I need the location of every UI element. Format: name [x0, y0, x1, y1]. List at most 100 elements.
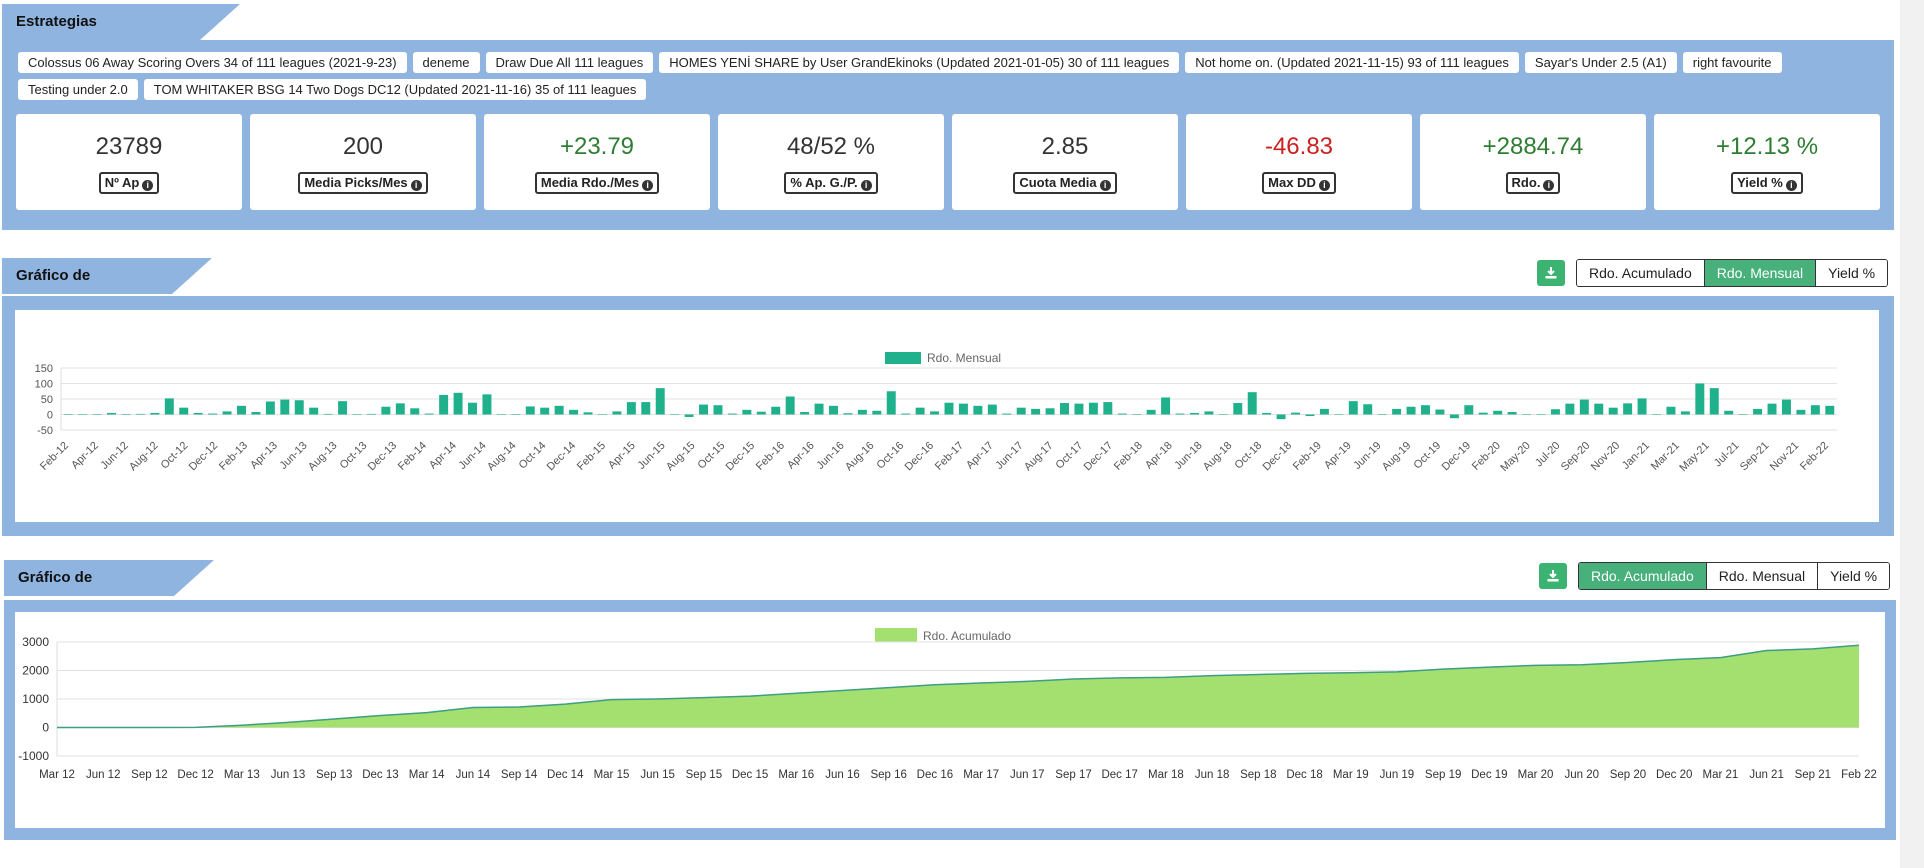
bar[interactable]: [453, 392, 463, 415]
bar[interactable]: [150, 412, 160, 415]
info-icon[interactable]: i: [1785, 180, 1797, 191]
bar[interactable]: [309, 407, 319, 415]
bar[interactable]: [1103, 402, 1113, 415]
bar[interactable]: [164, 398, 174, 415]
bar[interactable]: [1406, 406, 1416, 415]
stat-label[interactable]: Cuota Media i: [1013, 172, 1117, 194]
bar[interactable]: [829, 405, 838, 415]
bar[interactable]: [1117, 413, 1127, 415]
bar[interactable]: [410, 408, 420, 415]
bar[interactable]: [251, 412, 261, 415]
bar[interactable]: [1377, 414, 1387, 416]
bar[interactable]: [1781, 399, 1791, 415]
bar[interactable]: [713, 405, 723, 415]
bar[interactable]: [511, 414, 521, 416]
bar[interactable]: [1680, 411, 1690, 415]
bar[interactable]: [395, 403, 405, 415]
bar[interactable]: [496, 414, 506, 415]
bar[interactable]: [958, 403, 968, 415]
bar[interactable]: [1204, 411, 1214, 415]
bar[interactable]: [280, 399, 290, 415]
bar[interactable]: [1319, 408, 1329, 415]
stat-label[interactable]: Yield % i: [1731, 172, 1803, 194]
bar[interactable]: [857, 409, 867, 415]
bar[interactable]: [901, 413, 911, 415]
bar[interactable]: [843, 413, 853, 415]
bar[interactable]: [1623, 403, 1633, 415]
bar[interactable]: [1550, 409, 1560, 415]
bar[interactable]: [1060, 403, 1069, 415]
bar[interactable]: [1666, 406, 1676, 415]
stat-label[interactable]: Nº Ap i: [98, 172, 160, 194]
bar[interactable]: [1262, 412, 1272, 415]
bar[interactable]: [468, 402, 477, 415]
stat-label[interactable]: Media Picks/Mes i: [298, 172, 428, 194]
bar[interactable]: [756, 411, 766, 415]
bar[interactable]: [1637, 398, 1647, 415]
bar[interactable]: [1464, 405, 1474, 415]
bar[interactable]: [973, 405, 983, 415]
info-icon[interactable]: i: [860, 180, 872, 191]
stat-label[interactable]: Rdo. i: [1505, 172, 1561, 194]
bar[interactable]: [1825, 405, 1835, 415]
bar[interactable]: [612, 411, 622, 415]
bar[interactable]: [1218, 414, 1228, 416]
chart-mode-button[interactable]: Rdo. Acumulado: [1577, 260, 1704, 286]
bar[interactable]: [222, 411, 232, 415]
chart-legend[interactable]: Rdo. Mensual: [885, 351, 1001, 365]
info-icon[interactable]: i: [642, 180, 654, 191]
bar[interactable]: [78, 414, 88, 416]
bar[interactable]: [1175, 413, 1185, 415]
chart-mode-button[interactable]: Yield %: [1817, 563, 1890, 589]
stat-label[interactable]: % Ap. G./P. i: [784, 172, 878, 194]
chart-mode-button[interactable]: Rdo. Mensual: [1703, 260, 1816, 286]
bar[interactable]: [1695, 383, 1705, 415]
bar[interactable]: [366, 413, 376, 415]
bar[interactable]: [554, 405, 564, 415]
bar[interactable]: [1247, 392, 1257, 415]
bar[interactable]: [1507, 412, 1517, 415]
bar[interactable]: [1767, 403, 1777, 415]
bar[interactable]: [237, 405, 246, 415]
bar[interactable]: [1536, 414, 1546, 416]
bar[interactable]: [1146, 409, 1156, 415]
bar[interactable]: [208, 413, 218, 415]
bar[interactable]: [814, 403, 824, 415]
bar[interactable]: [1738, 414, 1748, 416]
bar[interactable]: [179, 407, 189, 415]
bar[interactable]: [352, 414, 362, 416]
bar[interactable]: [727, 413, 737, 415]
bar[interactable]: [930, 411, 940, 415]
bar[interactable]: [1522, 414, 1532, 416]
bar[interactable]: [1594, 403, 1604, 415]
info-icon[interactable]: i: [1099, 180, 1111, 191]
bar[interactable]: [323, 413, 333, 415]
bar[interactable]: [1305, 414, 1315, 417]
bar[interactable]: [1478, 412, 1488, 415]
bar[interactable]: [92, 414, 102, 416]
bar[interactable]: [1608, 407, 1618, 415]
chart-legend[interactable]: Rdo. Acumulado: [875, 628, 1011, 643]
bar[interactable]: [1363, 404, 1373, 415]
info-icon[interactable]: i: [1318, 180, 1330, 191]
bar[interactable]: [1421, 405, 1430, 415]
bar[interactable]: [800, 412, 810, 415]
bar[interactable]: [1074, 403, 1084, 415]
info-icon[interactable]: i: [1543, 180, 1555, 191]
series-line[interactable]: [57, 644, 1860, 729]
bar[interactable]: [785, 396, 795, 415]
bar[interactable]: [1724, 410, 1734, 415]
bar[interactable]: [107, 412, 117, 415]
bar[interactable]: [670, 414, 680, 416]
bar[interactable]: [1334, 414, 1344, 416]
bar[interactable]: [771, 406, 781, 415]
bar[interactable]: [482, 394, 492, 415]
bar[interactable]: [338, 401, 348, 415]
download-button[interactable]: [1539, 563, 1567, 589]
bar[interactable]: [944, 402, 954, 415]
bar[interactable]: [1810, 405, 1820, 415]
bar[interactable]: [1753, 408, 1763, 415]
bar[interactable]: [699, 404, 709, 415]
bar[interactable]: [987, 404, 997, 415]
chart-mode-button[interactable]: Rdo. Acumulado: [1579, 563, 1706, 589]
